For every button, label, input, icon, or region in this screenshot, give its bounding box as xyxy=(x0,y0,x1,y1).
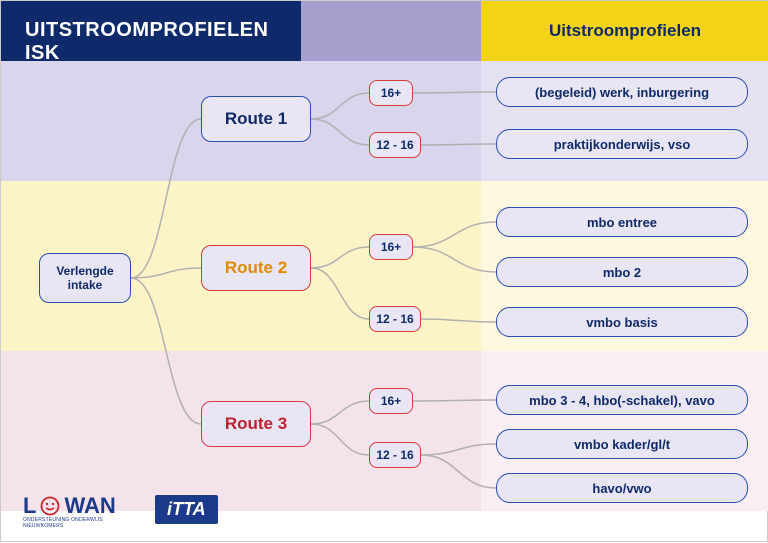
node-age3b: 12 - 16 xyxy=(369,442,421,468)
face-icon xyxy=(40,496,60,516)
node-out7: vmbo kader/gl/t xyxy=(496,429,748,459)
header-mid xyxy=(301,1,481,61)
node-out3: mbo entree xyxy=(496,207,748,237)
lowan-text-l: L xyxy=(23,493,36,519)
node-route2: Route 2 xyxy=(201,245,311,291)
node-out2: praktijkonderwijs, vso xyxy=(496,129,748,159)
lowan-subtitle: ONDERSTEUNING ONDERWIJS NIEUWKOMERS xyxy=(23,517,116,529)
header-left: UITSTROOMPROFIELEN ISK xyxy=(1,1,301,61)
node-age1b: 12 - 16 xyxy=(369,132,421,158)
node-route3: Route 3 xyxy=(201,401,311,447)
node-root: Verlengde intake xyxy=(39,253,131,303)
page-title: UITSTROOMPROFIELEN ISK xyxy=(25,19,301,65)
diagram-canvas: UITSTROOMPROFIELEN ISK Uitstroomprofiele… xyxy=(0,0,768,542)
node-age3a: 16+ xyxy=(369,388,413,414)
node-age1a: 16+ xyxy=(369,80,413,106)
node-out1: (begeleid) werk, inburgering xyxy=(496,77,748,107)
header: UITSTROOMPROFIELEN ISK Uitstroomprofiele… xyxy=(1,1,768,61)
node-age2b: 12 - 16 xyxy=(369,306,421,332)
column-title: Uitstroomprofielen xyxy=(549,21,701,41)
node-out8: havo/vwo xyxy=(496,473,748,503)
lowan-text-wan: WAN xyxy=(64,493,115,519)
node-age2a: 16+ xyxy=(369,234,413,260)
header-right: Uitstroomprofielen xyxy=(481,1,768,61)
itta-text: iTTA xyxy=(155,495,218,524)
node-out5: vmbo basis xyxy=(496,307,748,337)
lowan-logo: L WAN ONDERSTEUNING ONDERWIJS NIEUWKOMER… xyxy=(23,493,116,519)
node-out6: mbo 3 - 4, hbo(-schakel), vavo xyxy=(496,385,748,415)
itta-logo: iTTA xyxy=(155,495,218,524)
node-out4: mbo 2 xyxy=(496,257,748,287)
node-route1: Route 1 xyxy=(201,96,311,142)
